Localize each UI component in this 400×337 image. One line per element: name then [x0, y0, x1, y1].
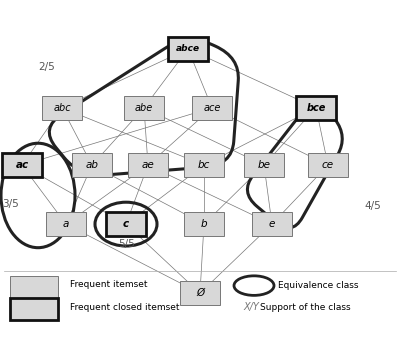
Text: Equivalence class: Equivalence class: [278, 281, 358, 290]
Text: ce: ce: [322, 160, 334, 170]
FancyBboxPatch shape: [252, 212, 292, 236]
Text: Support of the class: Support of the class: [260, 303, 351, 311]
FancyBboxPatch shape: [124, 96, 164, 120]
FancyBboxPatch shape: [10, 298, 58, 320]
Text: e: e: [269, 219, 275, 229]
Text: a: a: [63, 219, 69, 229]
FancyBboxPatch shape: [72, 153, 112, 177]
Text: 5/5: 5/5: [118, 239, 135, 249]
Text: ace: ace: [203, 103, 221, 113]
Text: bce: bce: [306, 103, 326, 113]
Text: ab: ab: [86, 160, 98, 170]
Text: 3/5: 3/5: [2, 199, 19, 209]
FancyBboxPatch shape: [128, 153, 168, 177]
FancyBboxPatch shape: [192, 96, 232, 120]
Text: abce: abce: [176, 44, 200, 53]
Text: 2/5: 2/5: [38, 62, 55, 72]
FancyBboxPatch shape: [184, 153, 224, 177]
Text: abe: abe: [135, 103, 153, 113]
Text: Frequent itemset: Frequent itemset: [70, 280, 148, 289]
FancyBboxPatch shape: [2, 153, 42, 177]
FancyBboxPatch shape: [10, 276, 58, 298]
Text: be: be: [258, 160, 270, 170]
FancyBboxPatch shape: [308, 153, 348, 177]
FancyBboxPatch shape: [46, 212, 86, 236]
FancyBboxPatch shape: [184, 212, 224, 236]
Text: Ø: Ø: [196, 288, 204, 298]
Text: 4/5: 4/5: [364, 201, 381, 211]
Text: Frequent closed itemset: Frequent closed itemset: [70, 303, 180, 311]
Text: X/Y: X/Y: [243, 302, 259, 312]
FancyBboxPatch shape: [180, 281, 220, 305]
Text: c: c: [123, 219, 129, 229]
Text: b: b: [201, 219, 207, 229]
FancyBboxPatch shape: [168, 37, 208, 61]
Text: ae: ae: [142, 160, 154, 170]
Text: bc: bc: [198, 160, 210, 170]
FancyBboxPatch shape: [42, 96, 82, 120]
FancyBboxPatch shape: [244, 153, 284, 177]
FancyBboxPatch shape: [296, 96, 336, 120]
Text: ac: ac: [16, 160, 28, 170]
Text: abc: abc: [53, 103, 71, 113]
FancyBboxPatch shape: [106, 212, 146, 236]
